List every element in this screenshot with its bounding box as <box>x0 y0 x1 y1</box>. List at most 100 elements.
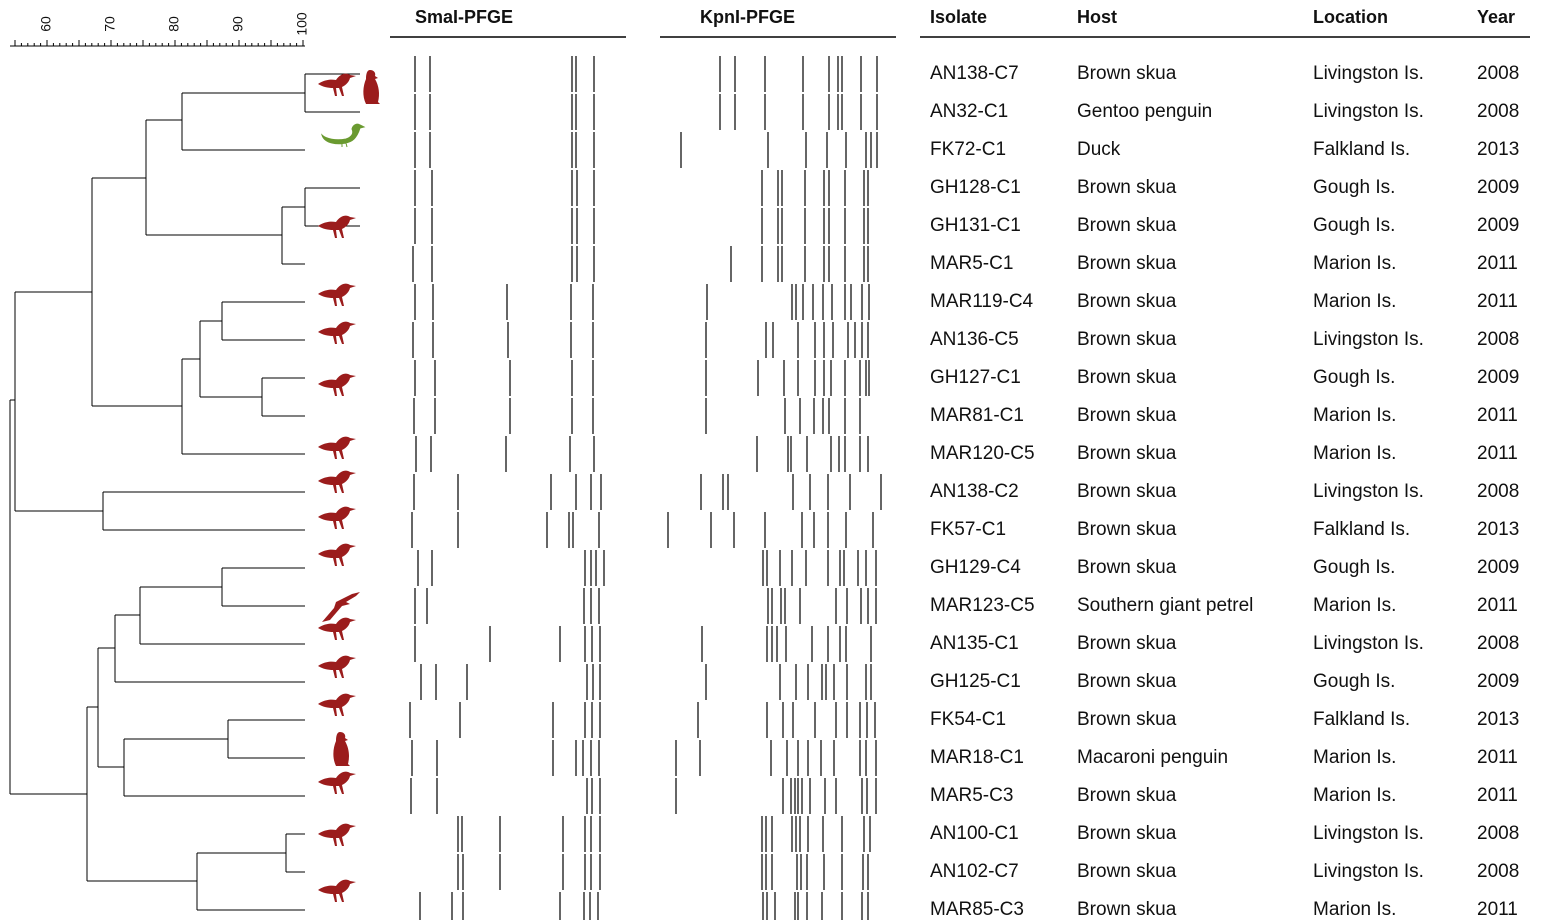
column-header: Isolate <box>930 7 987 27</box>
cell: Marion Is. <box>1313 785 1396 806</box>
cell: MAR85-C3 <box>930 899 1024 920</box>
cell: 2013 <box>1477 139 1519 160</box>
cell: Brown skua <box>1077 785 1177 806</box>
cell: 2008 <box>1477 101 1519 122</box>
cell: Livingston Is. <box>1313 633 1424 654</box>
skua-icon <box>318 544 356 566</box>
cell: Brown skua <box>1077 823 1177 844</box>
cell: Southern giant petrel <box>1077 595 1253 616</box>
petrel-icon <box>322 592 360 622</box>
cell: GH129-C4 <box>930 557 1021 578</box>
skua-icon <box>318 437 356 459</box>
cell: Marion Is. <box>1313 253 1396 274</box>
gel-bands <box>410 56 881 920</box>
cell: MAR5-C3 <box>930 785 1013 806</box>
cell: 2013 <box>1477 519 1519 540</box>
figure: 60708090100 SmaI-PFGE KpnI-PFGE Isolate … <box>0 0 1544 920</box>
cell: MAR81-C1 <box>930 405 1024 426</box>
column-header: Year <box>1477 7 1515 27</box>
penguin-icon <box>363 70 380 104</box>
cell: Marion Is. <box>1313 899 1396 920</box>
cell: Gough Is. <box>1313 367 1395 388</box>
cell: Macaroni penguin <box>1077 747 1228 768</box>
cell: Livingston Is. <box>1313 861 1424 882</box>
cell: Brown skua <box>1077 405 1177 426</box>
cell: Gough Is. <box>1313 215 1395 236</box>
cell: GH125-C1 <box>930 671 1021 692</box>
cell: MAR120-C5 <box>930 443 1035 464</box>
skua-icon <box>318 824 356 846</box>
column-header: Host <box>1077 7 1117 27</box>
cell: 2011 <box>1477 291 1518 312</box>
cell: MAR119-C4 <box>930 291 1034 312</box>
cell: MAR5-C1 <box>930 253 1013 274</box>
cell: Livingston Is. <box>1313 101 1424 122</box>
cell: FK57-C1 <box>930 519 1006 540</box>
cell: Brown skua <box>1077 291 1177 312</box>
cell: FK54-C1 <box>930 709 1006 730</box>
skua-icon <box>318 471 356 493</box>
cell: Duck <box>1077 139 1121 160</box>
cell: AN102-C7 <box>930 861 1019 882</box>
cell: Brown skua <box>1077 367 1177 388</box>
skua-icon <box>318 74 356 96</box>
cell: AN136-C5 <box>930 329 1019 350</box>
scale-label: 100 <box>294 12 310 36</box>
cell: 2009 <box>1477 557 1519 578</box>
cell: Brown skua <box>1077 329 1177 350</box>
cell: 2008 <box>1477 823 1519 844</box>
cell: Falkland Is. <box>1313 139 1410 160</box>
cell: AN135-C1 <box>930 633 1019 654</box>
skua-icon <box>318 216 356 238</box>
cell: Brown skua <box>1077 63 1177 84</box>
cell: 2011 <box>1477 595 1518 616</box>
cell: 2011 <box>1477 253 1518 274</box>
cell: Livingston Is. <box>1313 481 1424 502</box>
cell: MAR123-C5 <box>930 595 1035 616</box>
cell: Brown skua <box>1077 899 1177 920</box>
cell: 2009 <box>1477 671 1519 692</box>
cell: Gough Is. <box>1313 177 1395 198</box>
cell: Brown skua <box>1077 253 1177 274</box>
headers: SmaI-PFGE KpnI-PFGE Isolate Host Locatio… <box>390 7 1530 37</box>
cell: 2008 <box>1477 861 1519 882</box>
cell: Marion Is. <box>1313 747 1396 768</box>
cell: Marion Is. <box>1313 405 1396 426</box>
column-header: Location <box>1313 7 1388 27</box>
cell: 2011 <box>1477 747 1518 768</box>
skua-icon <box>318 374 356 396</box>
cell: 2009 <box>1477 367 1519 388</box>
cell: 2008 <box>1477 481 1519 502</box>
cell: GH127-C1 <box>930 367 1021 388</box>
cell: Marion Is. <box>1313 595 1396 616</box>
cell: 2011 <box>1477 443 1518 464</box>
cell: Brown skua <box>1077 215 1177 236</box>
skua-icon <box>318 284 356 306</box>
cell: Brown skua <box>1077 519 1177 540</box>
cell: Marion Is. <box>1313 291 1396 312</box>
skua-icon <box>318 772 356 794</box>
cell: Livingston Is. <box>1313 823 1424 844</box>
cell: Brown skua <box>1077 861 1177 882</box>
cell: Gentoo penguin <box>1077 101 1212 122</box>
gel-header: KpnI-PFGE <box>700 7 795 27</box>
cell: Gough Is. <box>1313 671 1395 692</box>
scale-label: 90 <box>230 16 246 32</box>
cell: Brown skua <box>1077 633 1177 654</box>
scale-label: 60 <box>38 16 54 32</box>
cell: 2009 <box>1477 215 1519 236</box>
cell: AN32-C1 <box>930 101 1008 122</box>
scale-label: 80 <box>166 16 182 32</box>
cell: Marion Is. <box>1313 443 1396 464</box>
cell: MAR18-C1 <box>930 747 1024 768</box>
cell: AN100-C1 <box>930 823 1019 844</box>
cell: GH128-C1 <box>930 177 1021 198</box>
cell: 2008 <box>1477 63 1519 84</box>
cell: 2008 <box>1477 329 1519 350</box>
cell: Brown skua <box>1077 557 1177 578</box>
cell: 2011 <box>1477 899 1518 920</box>
cell: Brown skua <box>1077 481 1177 502</box>
cell: Brown skua <box>1077 709 1177 730</box>
